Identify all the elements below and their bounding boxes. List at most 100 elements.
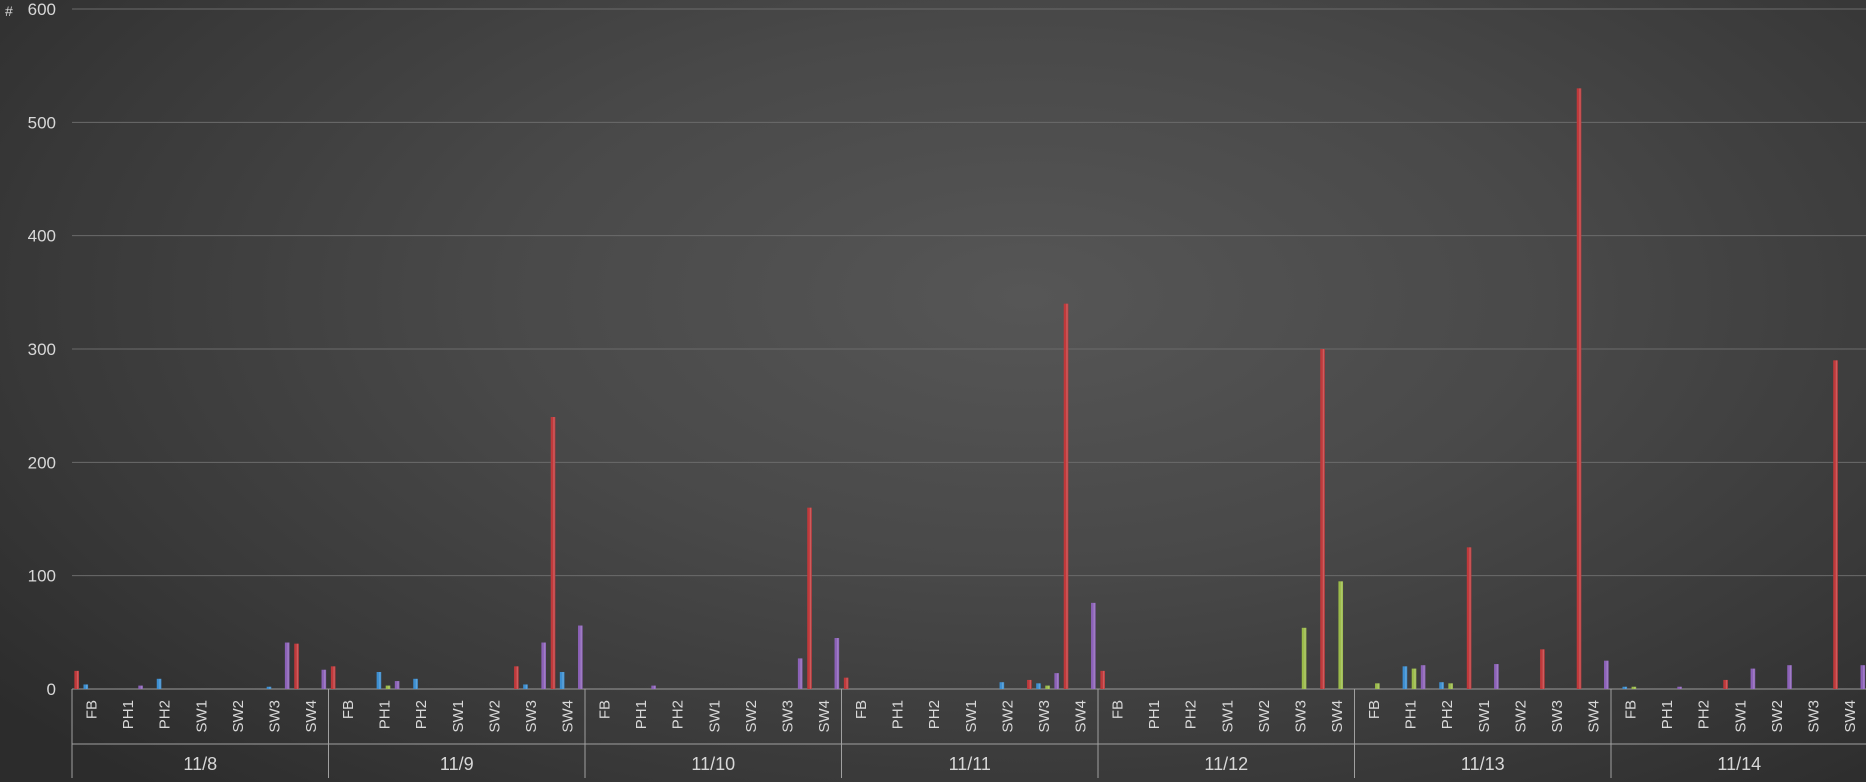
bar-highlight bbox=[580, 625, 582, 689]
bar bbox=[266, 686, 272, 689]
bar bbox=[1036, 683, 1041, 689]
bar-highlight bbox=[1753, 668, 1755, 689]
x-tick-label: FB bbox=[596, 700, 613, 719]
x-tick-label: SW3 bbox=[780, 700, 797, 733]
x-tick-label: SW2 bbox=[1769, 700, 1786, 733]
bar bbox=[1787, 665, 1792, 689]
x-tick-label: SW1 bbox=[1732, 700, 1749, 733]
bar-highlight bbox=[553, 417, 555, 689]
bar-highlight bbox=[1835, 360, 1838, 689]
x-tick-label: SW1 bbox=[450, 700, 467, 733]
x-tick-label: SW3 bbox=[1549, 700, 1566, 733]
bar bbox=[541, 642, 546, 689]
x-group-label: 11/8 bbox=[183, 754, 217, 774]
x-tick-label: FB bbox=[853, 700, 870, 719]
x-tick-label: SW4 bbox=[1842, 700, 1859, 733]
bar bbox=[1027, 679, 1032, 689]
x-group-label: 11/10 bbox=[691, 754, 735, 774]
bar-highlight bbox=[296, 643, 299, 689]
bar bbox=[999, 682, 1005, 689]
bar-highlight bbox=[1469, 547, 1471, 689]
bar-highlight bbox=[1102, 670, 1105, 689]
bar bbox=[1631, 686, 1637, 689]
x-tick-label: FB bbox=[1622, 700, 1639, 719]
bar-highlight bbox=[800, 658, 802, 689]
bar bbox=[651, 685, 656, 689]
y-tick-label: 200 bbox=[28, 453, 56, 472]
bar-highlight bbox=[324, 669, 326, 689]
x-tick-label: PH2 bbox=[413, 700, 430, 729]
x-tick-label: PH2 bbox=[926, 700, 943, 729]
y-tick-label: 300 bbox=[28, 340, 56, 359]
bar-highlight bbox=[1093, 602, 1095, 689]
bar-highlight bbox=[653, 685, 656, 689]
bar-highlight bbox=[1047, 685, 1050, 689]
bar-highlight bbox=[269, 686, 271, 689]
bar bbox=[1338, 581, 1344, 689]
bar bbox=[138, 685, 143, 689]
x-tick-label: PH2 bbox=[157, 700, 174, 729]
y-tick-label: 500 bbox=[28, 113, 56, 132]
bar bbox=[1063, 303, 1069, 689]
x-tick-label: PH1 bbox=[633, 700, 650, 729]
bar bbox=[523, 684, 528, 689]
bar bbox=[1860, 665, 1866, 689]
bar bbox=[1750, 668, 1756, 689]
x-tick-label: PH2 bbox=[1183, 700, 1200, 729]
x-tick-label: PH1 bbox=[1146, 700, 1163, 729]
bar-highlight bbox=[562, 672, 564, 689]
x-tick-label: SW3 bbox=[267, 700, 284, 733]
x-tick-label: SW4 bbox=[303, 700, 320, 733]
bar bbox=[1833, 360, 1838, 689]
x-tick-label: PH1 bbox=[889, 700, 906, 729]
bar bbox=[330, 666, 336, 689]
bar-highlight bbox=[809, 507, 812, 689]
bar-highlight bbox=[543, 642, 546, 689]
x-tick-label: SW2 bbox=[1512, 700, 1529, 733]
bar-highlight bbox=[1029, 679, 1031, 689]
bar bbox=[514, 666, 519, 689]
bar-highlight bbox=[846, 677, 848, 689]
bar bbox=[1091, 602, 1096, 689]
bar bbox=[1723, 679, 1728, 689]
bar bbox=[834, 638, 840, 689]
bar bbox=[1439, 682, 1444, 689]
bar-highlight bbox=[1625, 686, 1627, 689]
bar-highlight bbox=[388, 685, 390, 689]
x-tick-label: PH1 bbox=[376, 700, 393, 729]
bar-highlight bbox=[1405, 666, 1407, 689]
bar bbox=[559, 672, 565, 689]
bar bbox=[1466, 547, 1472, 689]
x-tick-label: PH2 bbox=[1439, 700, 1456, 729]
bar bbox=[1100, 670, 1105, 689]
bar-highlight bbox=[1066, 303, 1068, 689]
bar bbox=[1604, 660, 1609, 689]
x-tick-label: SW1 bbox=[706, 700, 723, 733]
x-tick-label: SW4 bbox=[1329, 700, 1346, 733]
bar bbox=[1494, 664, 1499, 689]
bar bbox=[1045, 685, 1050, 689]
x-tick-label: SW2 bbox=[486, 700, 503, 733]
y-tick-label: 0 bbox=[47, 680, 56, 699]
bar-highlight bbox=[1542, 649, 1544, 689]
bar bbox=[1054, 673, 1059, 689]
x-tick-label: SW1 bbox=[193, 700, 210, 733]
bar-highlight bbox=[1496, 664, 1499, 689]
x-group-label: 11/12 bbox=[1204, 754, 1248, 774]
x-tick-label: FB bbox=[1109, 700, 1126, 719]
bar bbox=[1448, 683, 1453, 689]
x-tick-label: SW1 bbox=[963, 700, 980, 733]
x-group-label: 11/14 bbox=[1717, 754, 1761, 774]
bar-highlight bbox=[333, 666, 335, 689]
bar bbox=[1677, 686, 1682, 689]
bar-highlight bbox=[1863, 665, 1865, 689]
bar-highlight bbox=[1634, 686, 1636, 689]
bar bbox=[550, 417, 556, 689]
bar bbox=[1622, 686, 1628, 689]
bar bbox=[376, 672, 382, 689]
x-tick-label: SW1 bbox=[1476, 700, 1493, 733]
x-group-label: 11/9 bbox=[440, 754, 474, 774]
x-tick-label: SW3 bbox=[1806, 700, 1823, 733]
bar-highlight bbox=[159, 678, 161, 689]
